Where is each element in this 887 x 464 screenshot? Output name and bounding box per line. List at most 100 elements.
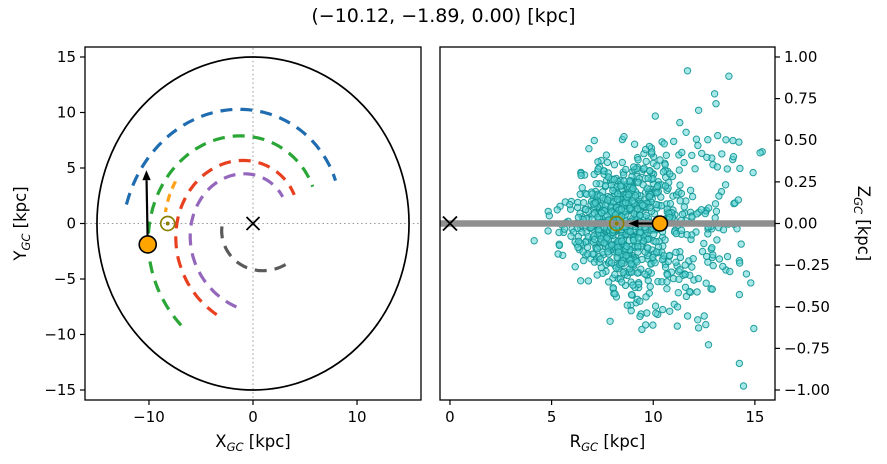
scatter-point [644, 174, 652, 183]
scatter-point [663, 285, 671, 293]
scatter-point [555, 241, 564, 250]
scatter-point [554, 250, 562, 258]
scatter-point [627, 307, 635, 315]
scatter-point [708, 285, 716, 293]
scatter-point [688, 263, 696, 271]
spiral-arm-local-orange-arm [163, 180, 178, 213]
scatter-point [603, 158, 612, 167]
scatter-point [653, 182, 662, 190]
scatter-point [675, 275, 683, 283]
scatter-point [604, 196, 612, 204]
scatter-point [646, 282, 654, 291]
scatter-point [666, 170, 674, 178]
scatter-point [591, 235, 599, 244]
scatter-point [683, 67, 692, 75]
x-axis-ticklabel: 0 [445, 408, 455, 426]
scatter-point [672, 248, 680, 257]
scatter-point [674, 289, 682, 297]
scatter-point [739, 382, 748, 390]
z-axis-ticklabel: −0.25 [784, 256, 830, 274]
scatter-point [661, 182, 670, 190]
scatter-point [718, 150, 726, 158]
z-axis-ticklabel: 0.25 [784, 173, 817, 191]
scatter-point [678, 148, 686, 157]
scatter-point [651, 302, 660, 310]
scatter-point [600, 239, 608, 247]
scatter-point [617, 205, 626, 214]
scatter-point [681, 270, 689, 279]
scatter-point [680, 158, 688, 167]
scatter-point [608, 241, 616, 249]
scatter-point [700, 312, 708, 320]
scatter-point [588, 190, 596, 198]
scatter-point [656, 156, 664, 164]
scatter-point [681, 261, 689, 269]
scatter-points [530, 67, 766, 390]
scatter-point [620, 133, 628, 141]
scatter-point [571, 263, 579, 271]
scatter-point [725, 72, 733, 80]
scatter-point [623, 242, 631, 251]
scatter-point [708, 244, 716, 252]
scatter-point [711, 200, 720, 208]
scatter-point [726, 267, 734, 276]
scatter-point [579, 248, 587, 256]
z-axis-ticklabel: −0.50 [784, 298, 830, 316]
sun-marker [159, 215, 176, 232]
scatter-point [677, 189, 686, 198]
scatter-point [567, 232, 575, 240]
scatter-point [626, 204, 634, 213]
scatter-point [594, 165, 602, 173]
z-axis-ticklabel: −1.00 [784, 381, 830, 399]
scatter-point [577, 171, 585, 180]
scatter-point [578, 184, 586, 192]
scatter-point [618, 278, 626, 286]
scatter-point [705, 204, 713, 212]
scatter-point [585, 145, 593, 153]
scatter-point [676, 266, 684, 274]
scatter-point [618, 237, 626, 245]
scatter-point [630, 163, 638, 171]
scatter-point [661, 161, 669, 169]
scatter-point [618, 158, 626, 167]
scatter-point [736, 164, 744, 173]
scatter-point [584, 277, 593, 285]
scatter-point [663, 278, 671, 286]
scatter-point [545, 212, 553, 220]
scatter-point [650, 230, 658, 239]
y-axis-ticklabel: −15 [44, 381, 76, 399]
y-axis-ticklabel: 0 [66, 215, 76, 233]
z-axis-ticklabel: 0.00 [784, 215, 817, 233]
scatter-point [574, 213, 583, 222]
z-axis-ticklabel: −0.75 [784, 339, 830, 357]
scatter-point [747, 279, 755, 287]
scatter-point [697, 206, 706, 214]
scatter-point [618, 259, 626, 267]
scatter-point [682, 128, 690, 137]
scatter-point [683, 312, 692, 320]
scatter-point [693, 288, 701, 296]
scatter-point [628, 197, 637, 205]
scatter-point [606, 317, 614, 325]
scatter-point [703, 252, 711, 261]
scatter-point [661, 236, 669, 244]
scatter-point [577, 277, 585, 285]
scatter-point [604, 248, 612, 256]
spiral-arm-red-arm [174, 158, 296, 316]
scatter-point [610, 161, 619, 169]
scatter-point [683, 231, 691, 239]
scatter-point [672, 258, 680, 266]
scatter-point [609, 186, 617, 195]
scatter-point [689, 255, 697, 263]
scatter-point [737, 240, 745, 248]
scatter-point [714, 131, 722, 140]
z-axis-label: ZGC [kpc] [851, 186, 873, 262]
scatter-point [709, 261, 717, 270]
scatter-point [553, 206, 561, 214]
scatter-point [734, 196, 742, 204]
scatter-point [619, 268, 627, 277]
scatter-point [641, 270, 649, 278]
z-axis-ticklabel: 0.50 [784, 131, 817, 149]
scatter-point [630, 140, 639, 148]
